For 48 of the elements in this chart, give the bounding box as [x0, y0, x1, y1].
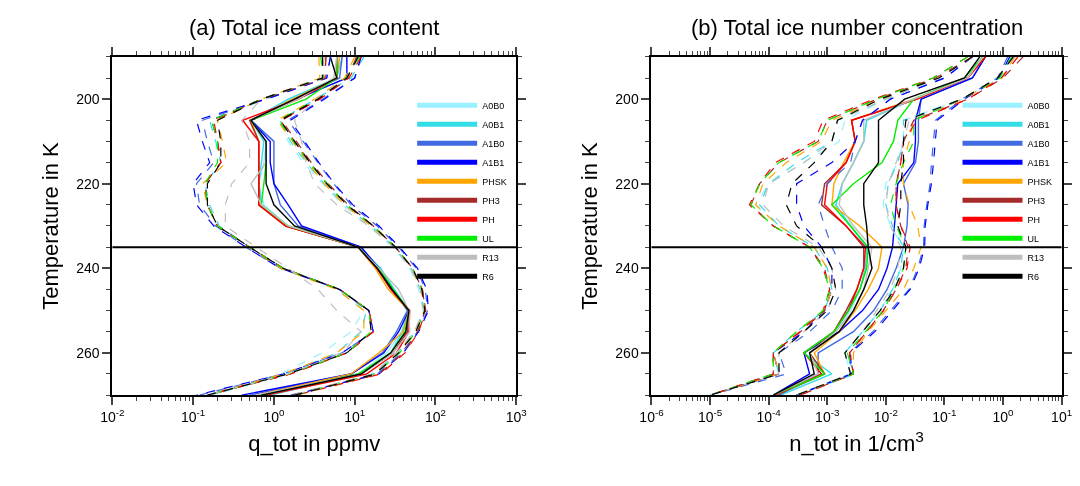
x-tick-label: 10$^{1}$ [1051, 407, 1073, 425]
y-tick-label: 240 [76, 260, 100, 277]
text: PH3 [482, 195, 500, 206]
y-axis-title: Temperature in K [37, 141, 63, 310]
text: R6 [482, 271, 494, 282]
x-tick-label: 10$^{0}$ [263, 407, 285, 425]
text: A0B1 [1027, 119, 1050, 130]
text: PH3 [1027, 195, 1046, 206]
y-tick-label: 200 [76, 91, 100, 108]
x-tick-label: 10$^{1}$ [344, 407, 366, 425]
text: A1B1 [482, 157, 505, 168]
y-tick-label: 260 [76, 344, 100, 361]
x-tick-label: 10$^{-5}$ [697, 407, 723, 425]
y-tick-label: 200 [615, 91, 639, 108]
text: A1B0 [482, 138, 505, 149]
y-tick-label: 260 [615, 344, 639, 361]
text: A1B0 [1027, 138, 1050, 149]
y-tick-label: 220 [615, 175, 639, 192]
x-tick-label: 10$^{3}$ [505, 407, 528, 425]
chart-title: (a) Total ice mass content [189, 15, 440, 40]
text: R13 [1027, 252, 1045, 263]
text: A0B0 [482, 100, 505, 111]
x-axis-title: q_tot in ppmv [248, 431, 381, 457]
x-tick-label: 10$^{-3}$ [815, 407, 840, 425]
x-tick-label: 10$^{-2}$ [873, 407, 898, 425]
y-tick-label: 220 [76, 175, 100, 192]
text: PHSK [482, 176, 507, 187]
text: A0B0 [1027, 100, 1050, 111]
text: A0B1 [482, 119, 505, 130]
text: PH [1027, 214, 1041, 225]
x-axis-title: n_tot in 1/cm$^{3}$ [789, 428, 924, 457]
x-tick-label: 10$^{2}$ [424, 407, 446, 425]
text: A1B1 [1027, 157, 1050, 168]
y-tick-label: 240 [615, 260, 639, 277]
x-tick-label: 10$^{-4}$ [756, 407, 782, 425]
x-tick-label: 10$^{-1}$ [932, 407, 957, 425]
text: UL [1027, 233, 1040, 244]
text: PH [482, 214, 495, 225]
chart-title: (b) Total ice number concentration [691, 15, 1024, 40]
text: R6 [1027, 271, 1040, 282]
text: R13 [482, 252, 499, 263]
x-tick-label: 10$^{-2}$ [100, 407, 125, 425]
y-axis-title: Temperature in K [576, 141, 602, 310]
x-tick-label: 10$^{0}$ [992, 407, 1015, 425]
x-tick-label: 10$^{-6}$ [639, 407, 665, 425]
text: PHSK [1027, 176, 1053, 187]
text: UL [482, 233, 494, 244]
x-tick-label: 10$^{-1}$ [181, 407, 206, 425]
